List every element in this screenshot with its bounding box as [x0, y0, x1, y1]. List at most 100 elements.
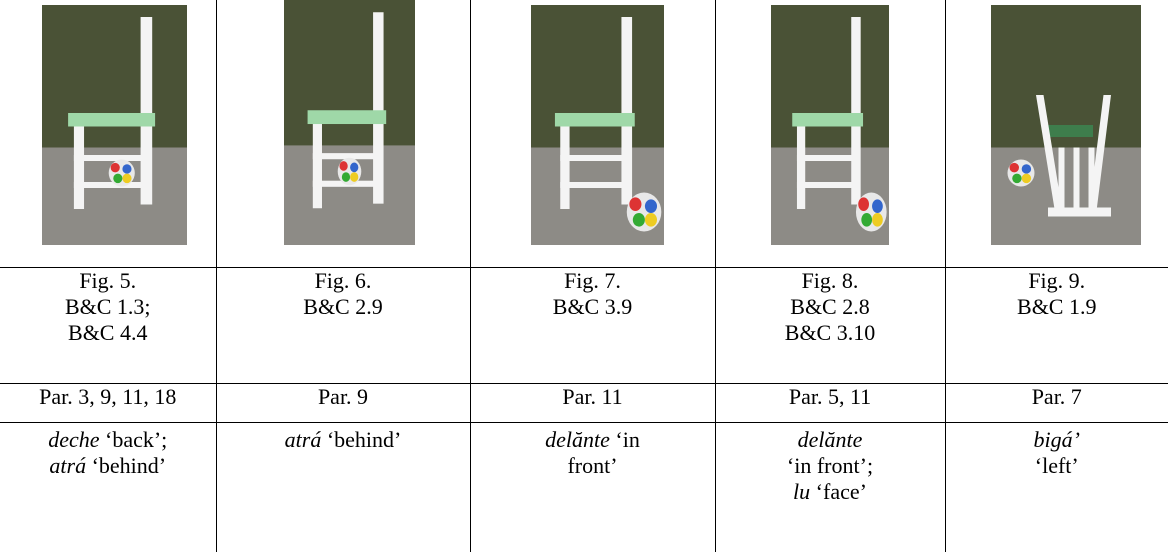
- photo-cell: [0, 0, 216, 268]
- gloss-line: front’: [471, 453, 715, 479]
- meaning: ‘behind’: [92, 453, 167, 478]
- reference: B&C 1.9: [946, 294, 1168, 320]
- figure-label: Fig. 7.: [471, 268, 715, 294]
- caption-cell: Fig. 6.B&C 2.9: [216, 268, 470, 384]
- ball-patch: [341, 172, 349, 182]
- ball-patch: [629, 197, 641, 211]
- reference: B&C 4.4: [0, 320, 216, 346]
- paragraph-cell: Par. 11: [470, 384, 715, 423]
- term: bigá’: [1034, 427, 1080, 452]
- term: deche: [48, 427, 99, 452]
- chair-seat: [554, 113, 634, 127]
- chair-back-post: [851, 17, 860, 205]
- gloss-line: atrá ‘behind’: [217, 427, 470, 453]
- chair-seat: [792, 113, 863, 127]
- chair-photo: [991, 5, 1141, 245]
- paragraph-ref: Par. 11: [471, 384, 715, 410]
- ball: [855, 193, 886, 232]
- ball-patch: [122, 164, 131, 173]
- ball-patch: [122, 174, 131, 183]
- photo-cell: [216, 0, 470, 268]
- gloss-line: ‘in front’;: [716, 453, 945, 479]
- reference: B&C 3.9: [471, 294, 715, 320]
- figure-label: Fig. 5.: [0, 268, 216, 294]
- chair-rung: [796, 155, 855, 161]
- figure-label: Fig. 9.: [946, 268, 1168, 294]
- meaning: ‘behind’: [327, 427, 402, 452]
- chair-photo: [42, 5, 187, 245]
- chair-rung: [312, 153, 378, 159]
- gloss-cell: bigá’‘left’: [945, 423, 1168, 552]
- ball-patch: [644, 213, 656, 227]
- gloss-line: deche ‘back’;: [0, 427, 216, 453]
- chair-photo: [771, 5, 889, 245]
- ball: [337, 158, 361, 186]
- term: lu: [793, 479, 810, 504]
- gloss-cell: deche ‘back’;atrá ‘behind’: [0, 423, 216, 552]
- chair-slat: [1088, 148, 1094, 208]
- caption-cell: Fig. 9.B&C 1.9: [945, 268, 1168, 384]
- ball-patch: [113, 174, 122, 183]
- paragraph-cell: Par. 3, 9, 11, 18: [0, 384, 216, 423]
- paragraph-cell: Par. 9: [216, 384, 470, 423]
- paragraph-ref: Par. 3, 9, 11, 18: [0, 384, 216, 410]
- chair-rung: [560, 155, 627, 161]
- chair-seat: [307, 110, 386, 124]
- meaning: ‘left’: [1035, 453, 1079, 478]
- ball-patch: [644, 199, 656, 213]
- reference: B&C 1.3;: [0, 294, 216, 320]
- ball-patch: [858, 197, 869, 211]
- caption-cell: Fig. 5.B&C 1.3;B&C 4.4: [0, 268, 216, 384]
- ball-patch: [339, 161, 347, 171]
- chair-rung: [74, 182, 146, 188]
- gloss-line: atrá ‘behind’: [0, 453, 216, 479]
- ball: [626, 193, 661, 232]
- chair-rung: [560, 182, 627, 188]
- meaning: ‘in: [615, 427, 639, 452]
- chair-back: [1048, 208, 1111, 217]
- paragraph-cell: Par. 7: [945, 384, 1168, 423]
- ball-patch: [1021, 164, 1030, 173]
- photo-cell: [470, 0, 715, 268]
- ball-patch: [111, 163, 120, 172]
- reference: B&C 2.8: [716, 294, 945, 320]
- photo-cell: [715, 0, 945, 268]
- chair-rung: [74, 155, 146, 161]
- ball-patch: [1012, 174, 1021, 183]
- ball-patch: [872, 213, 883, 227]
- chair-seat: [1048, 125, 1093, 137]
- chair-slat: [1073, 148, 1079, 208]
- chair-front-leg: [560, 122, 569, 209]
- gloss-cell: atrá ‘behind’: [216, 423, 470, 552]
- reference: B&C 2.9: [217, 294, 470, 320]
- gloss-line: delănte ‘in: [471, 427, 715, 453]
- paragraph-cell: Par. 5, 11: [715, 384, 945, 423]
- term: atrá: [285, 427, 322, 452]
- photo-cell: [945, 0, 1168, 268]
- meaning: ‘back’;: [105, 427, 167, 452]
- meaning: front’: [567, 453, 617, 478]
- paragraph-ref: Par. 9: [217, 384, 470, 410]
- chair-back-post: [373, 12, 383, 203]
- reference: B&C 3.10: [716, 320, 945, 346]
- chair-rung: [796, 182, 855, 188]
- chair-front-leg: [312, 119, 321, 208]
- paragraph-ref: Par. 5, 11: [716, 384, 945, 410]
- term: atrá: [49, 453, 86, 478]
- chair-front-leg: [796, 122, 804, 209]
- chair-photo: [531, 5, 664, 245]
- gloss-cell: delănte‘in front’;lu ‘face’: [715, 423, 945, 552]
- ball-patch: [632, 213, 644, 227]
- ball-patch: [1009, 163, 1018, 172]
- ball-patch: [872, 199, 883, 213]
- ball: [109, 160, 135, 187]
- chair-slat: [1058, 148, 1064, 208]
- gloss-line: delănte: [716, 427, 945, 453]
- chair-seat: [68, 113, 155, 127]
- ball-patch: [350, 163, 358, 173]
- chair-front-leg: [74, 122, 84, 209]
- ball-patch: [1021, 174, 1030, 183]
- chair-photo: [284, 0, 415, 245]
- gloss-line: ‘left’: [946, 453, 1168, 479]
